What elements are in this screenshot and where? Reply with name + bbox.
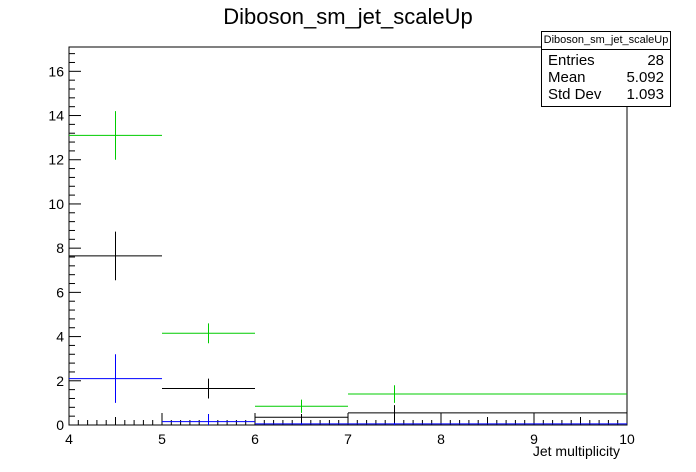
- histogram-bin: [162, 413, 255, 425]
- histogram-bin: [69, 231, 162, 281]
- y-tick-label: 10: [48, 196, 64, 212]
- histogram-bin: [69, 111, 162, 160]
- x-tick-label: 4: [65, 431, 73, 447]
- stats-std-label: Std Dev: [548, 86, 602, 103]
- y-tick-label: 12: [48, 152, 64, 168]
- x-axis-label: Jet multiplicity: [533, 443, 620, 459]
- x-tick-label: 10: [619, 431, 635, 447]
- y-tick-label: 16: [48, 63, 64, 79]
- histogram-bin: [255, 399, 348, 413]
- histogram-bin: [162, 378, 255, 399]
- chart-title: Diboson_sm_jet_scaleUp: [223, 4, 473, 29]
- y-tick-label: 4: [56, 329, 64, 345]
- stats-entries-row: Entries 28: [548, 52, 664, 70]
- histogram-bin: [255, 413, 348, 421]
- x-tick-label: 9: [530, 431, 538, 447]
- stats-std-value: 1.093: [626, 86, 664, 103]
- histogram-series: [69, 111, 627, 425]
- stats-box-title: Diboson_sm_jet_scaleUp: [542, 32, 670, 50]
- histogram-bin: [255, 422, 348, 425]
- stats-box: Diboson_sm_jet_scaleUp Entries 28 Mean 5…: [541, 31, 671, 107]
- y-tick-label: 6: [56, 284, 64, 300]
- stats-entries-label: Entries: [548, 52, 595, 69]
- y-tick-label: 0: [56, 417, 64, 433]
- x-tick-label: 8: [437, 431, 445, 447]
- y-tick-label: 8: [56, 240, 64, 256]
- y-tick-label: 14: [48, 108, 64, 124]
- histogram-bin: [348, 405, 627, 421]
- stats-entries-value: 28: [647, 52, 664, 69]
- stats-mean-label: Mean: [548, 69, 586, 86]
- stats-mean-row: Mean 5.092: [548, 69, 664, 87]
- x-tick-label: 7: [344, 431, 352, 447]
- histogram-bin: [162, 323, 255, 344]
- x-tick-label: 5: [158, 431, 166, 447]
- x-tick-label: 6: [251, 431, 259, 447]
- histogram-bin: [69, 354, 162, 403]
- axis-ticks: 4 5 6 7 8 9 10 0 2 4 6 8 10 12 14 16: [48, 53, 635, 447]
- stats-mean-value: 5.092: [626, 69, 664, 86]
- histogram-bin: [348, 422, 627, 425]
- stats-std-row: Std Dev 1.093: [548, 86, 664, 104]
- y-tick-label: 2: [56, 373, 64, 389]
- histogram-bin: [348, 385, 627, 403]
